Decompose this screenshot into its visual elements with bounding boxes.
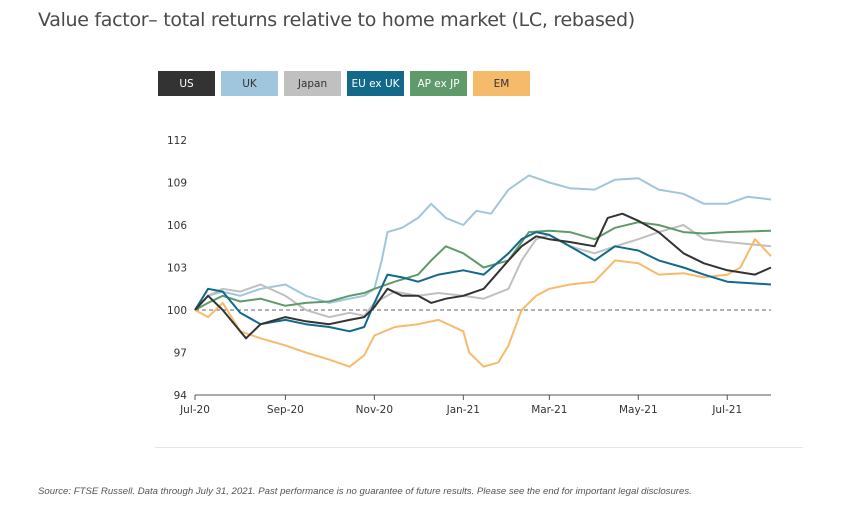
y-tick-label: 112: [167, 135, 187, 147]
chart-frame: [155, 100, 803, 448]
legend-item-em: EM: [473, 71, 530, 96]
legend-item-us: US: [158, 71, 215, 96]
x-tick-label: Jan-21: [446, 404, 480, 416]
series-line-uk: [194, 174, 772, 311]
legend-item-uk: UK: [221, 71, 278, 96]
series-line-us: [194, 212, 772, 340]
y-tick-label: 106: [167, 220, 187, 232]
legend-item-ap-ex-jp: AP ex JP: [410, 71, 467, 96]
y-tick-label: 97: [174, 348, 187, 360]
series-line-eu-ex-uk: [194, 231, 772, 333]
series-line-ap-ex-jp: [194, 221, 772, 311]
y-tick-label: 100: [167, 305, 187, 317]
source-note: Source: FTSE Russell. Data through July …: [38, 486, 692, 497]
y-tick-label: 94: [174, 390, 188, 402]
y-tick-label: 103: [167, 263, 187, 275]
x-tick-label: Mar-21: [531, 404, 567, 416]
chart-title: Value factor– total returns relative to …: [38, 9, 635, 31]
x-tick-label: Sep-20: [267, 404, 304, 416]
x-tick-label: Nov-20: [356, 404, 393, 416]
chart-legend: US UK Japan EU ex UK AP ex JP EM: [158, 71, 530, 96]
x-tick-label: Jul-21: [711, 404, 742, 416]
legend-item-japan: Japan: [284, 71, 341, 96]
y-tick-label: 109: [167, 178, 187, 190]
x-tick-label: May-21: [619, 404, 658, 416]
series-line-em: [194, 238, 772, 368]
x-tick-label: Jul-20: [179, 404, 210, 416]
legend-item-eu-ex-uk: EU ex UK: [347, 71, 404, 96]
series-line-japan: [194, 224, 772, 319]
